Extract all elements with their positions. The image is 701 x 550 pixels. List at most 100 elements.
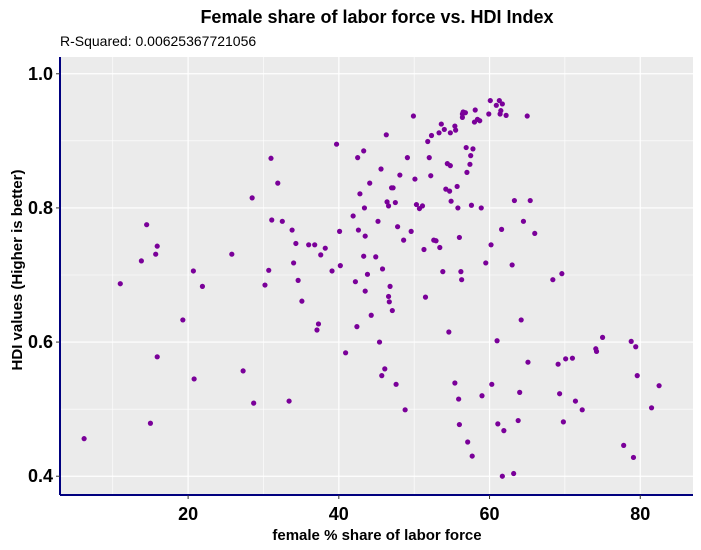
data-point	[144, 222, 150, 228]
data-point	[428, 132, 435, 139]
data-point	[199, 283, 206, 289]
data-points	[81, 97, 662, 479]
y-tick-labels: 0.4 0.6 0.8 1.0	[28, 64, 60, 486]
data-point	[373, 254, 379, 260]
data-point	[299, 298, 305, 304]
data-point	[463, 144, 469, 151]
data-point	[440, 269, 446, 275]
data-point	[495, 421, 501, 427]
axis-lines	[59, 57, 693, 496]
data-point	[410, 113, 417, 119]
data-point	[419, 203, 426, 209]
data-point	[468, 202, 475, 208]
data-point	[499, 473, 505, 479]
x-tick-label: 80	[630, 504, 650, 524]
data-point	[572, 398, 579, 404]
data-point	[315, 321, 322, 327]
data-point	[447, 163, 453, 169]
gridlines	[60, 57, 693, 495]
data-point	[393, 381, 399, 387]
data-point	[477, 118, 483, 124]
data-point	[293, 240, 299, 247]
data-point	[498, 108, 504, 114]
data-point	[452, 123, 458, 129]
data-point	[518, 317, 524, 323]
data-point	[433, 238, 439, 244]
data-point	[336, 228, 343, 234]
x-tick-label: 40	[329, 504, 349, 524]
data-point	[354, 324, 360, 330]
data-point	[425, 138, 431, 145]
data-point	[384, 199, 390, 205]
data-point	[436, 130, 442, 136]
data-point	[375, 218, 381, 224]
data-point	[628, 338, 634, 344]
data-point	[563, 356, 569, 362]
data-point	[630, 454, 637, 461]
data-point	[378, 166, 384, 172]
data-point	[364, 271, 371, 277]
data-point	[446, 188, 453, 194]
data-point	[559, 271, 565, 277]
data-point	[376, 339, 383, 345]
x-axis-title: female % share of labor force	[272, 527, 481, 544]
data-point	[229, 251, 235, 257]
y-tick-label: 0.8	[28, 198, 53, 218]
data-point	[191, 376, 197, 382]
data-point	[422, 294, 429, 300]
data-point	[524, 113, 530, 119]
x-tick-label: 60	[480, 504, 500, 524]
data-point	[352, 279, 358, 285]
data-point	[401, 237, 407, 243]
data-point	[408, 228, 414, 234]
data-point	[268, 155, 274, 161]
data-point	[498, 226, 505, 232]
data-point	[295, 277, 301, 283]
data-point	[251, 400, 257, 406]
data-point	[355, 227, 362, 233]
data-point	[266, 267, 272, 273]
data-point	[312, 242, 318, 248]
data-point	[599, 334, 606, 340]
data-point	[379, 266, 386, 272]
x-tick-labels: 20 40 60 80	[178, 495, 650, 524]
data-point	[648, 405, 655, 411]
data-point	[456, 234, 462, 241]
data-point	[379, 373, 385, 379]
data-point	[496, 97, 502, 104]
data-point	[395, 224, 401, 230]
data-point	[367, 180, 373, 186]
data-point	[361, 148, 367, 154]
data-point	[413, 201, 420, 208]
data-point	[329, 268, 335, 274]
data-point	[362, 233, 368, 239]
data-point	[503, 112, 509, 118]
data-point	[392, 199, 398, 206]
data-point	[509, 262, 515, 268]
data-point	[361, 253, 367, 259]
data-point	[362, 288, 368, 294]
data-point	[464, 169, 470, 175]
data-point	[306, 242, 312, 248]
data-point	[517, 389, 523, 395]
data-point	[154, 354, 160, 360]
data-point	[555, 361, 561, 367]
data-point	[470, 146, 476, 152]
data-point	[437, 244, 443, 251]
data-point	[469, 453, 475, 459]
data-point	[343, 350, 349, 356]
data-point	[337, 263, 343, 269]
data-point	[147, 420, 154, 426]
data-point	[621, 442, 627, 448]
data-point	[289, 227, 295, 233]
data-point	[479, 393, 485, 399]
data-point	[478, 205, 484, 211]
data-point	[560, 419, 566, 425]
data-point	[117, 281, 123, 287]
data-point	[465, 439, 471, 445]
data-point	[361, 205, 368, 211]
data-point	[515, 417, 521, 424]
data-point	[279, 218, 285, 224]
data-point	[467, 161, 473, 167]
